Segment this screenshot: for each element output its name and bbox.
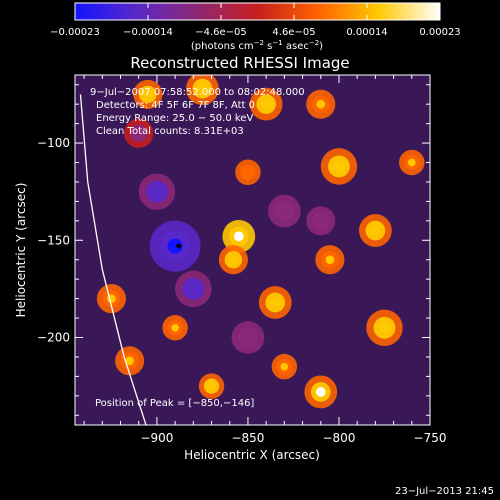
source-marker xyxy=(176,243,182,249)
emission-blob xyxy=(197,83,208,94)
x-tick-label: −750 xyxy=(414,431,447,445)
info-line: 9−Jul−2007 07:58:52.000 to 08:02:48.000 xyxy=(90,87,305,98)
emission-blob xyxy=(167,238,183,254)
emission-blob xyxy=(261,99,272,110)
x-axis-label: Heliocentric X (arcsec) xyxy=(184,448,320,462)
emission-blob xyxy=(171,323,179,332)
emission-blob xyxy=(370,225,381,236)
emission-blob xyxy=(316,216,326,226)
colorbar-tick-label: 0.00014 xyxy=(346,27,387,38)
info-line: Clean Total counts: 8.31E+03 xyxy=(96,126,244,137)
emission-blob xyxy=(243,332,253,343)
peak-position-text: Position of Peak = [−850,−146] xyxy=(95,398,254,409)
emission-blob xyxy=(279,206,290,217)
emission-blob xyxy=(207,382,216,390)
emission-blob xyxy=(280,362,289,371)
emission-blob xyxy=(407,158,416,167)
colorbar-tick-label: −4.6e−05 xyxy=(195,27,247,38)
colorbar-ticks: −0.00023 −0.00014 −4.6e−05 4.6e−05 0.00014 0.… xyxy=(50,3,461,38)
axis-ticks: −900 −850 −800 −750 −100 −150 −200 xyxy=(37,75,446,445)
emission-blob xyxy=(143,90,153,99)
emission-blob xyxy=(333,160,345,172)
colorbar-unit-label: (photons cm−2 s−1 asec−2) xyxy=(191,39,323,52)
emission-blob xyxy=(229,255,238,265)
colorbar-tick-label: −0.00014 xyxy=(123,27,173,38)
info-line: Energy Range: 25.0 − 50.0 keV xyxy=(96,113,253,124)
emission-blob xyxy=(125,356,134,366)
chart-title: Reconstructed RHESSI Image xyxy=(130,54,349,72)
y-axis-label: Heliocentric Y (arcsec) xyxy=(14,183,28,318)
x-tick-label: −900 xyxy=(140,431,173,445)
colorbar-tick-label: −0.00023 xyxy=(50,27,100,38)
emission-map xyxy=(96,75,425,409)
emission-blob xyxy=(233,231,244,242)
emission-blob xyxy=(315,387,326,397)
emission-blob xyxy=(316,99,326,109)
plot-frame xyxy=(74,74,431,426)
y-tick-label: −150 xyxy=(37,233,70,247)
x-tick-label: −850 xyxy=(231,431,264,445)
emission-blob xyxy=(379,322,390,334)
emission-blob xyxy=(187,283,199,295)
emission-blob xyxy=(151,186,163,198)
emission-blob xyxy=(325,255,335,265)
y-tick-label: −200 xyxy=(37,331,70,345)
info-line: Detectors: 4F 5F 6F 7F 8F, Att 0 xyxy=(96,100,255,111)
colorbar-tick-label: 0.00023 xyxy=(419,27,460,38)
footer-timestamp: 23−Jul−2013 21:45 xyxy=(395,486,494,497)
emission-blob xyxy=(244,168,252,177)
y-tick-label: −100 xyxy=(37,136,70,150)
emission-blob xyxy=(134,128,144,138)
colorbar xyxy=(74,2,441,21)
emission-blob xyxy=(270,297,281,308)
colorbar-tick-label: 4.6e−05 xyxy=(272,27,315,38)
x-tick-label: −800 xyxy=(322,431,355,445)
solar-limb-curve xyxy=(79,94,147,425)
